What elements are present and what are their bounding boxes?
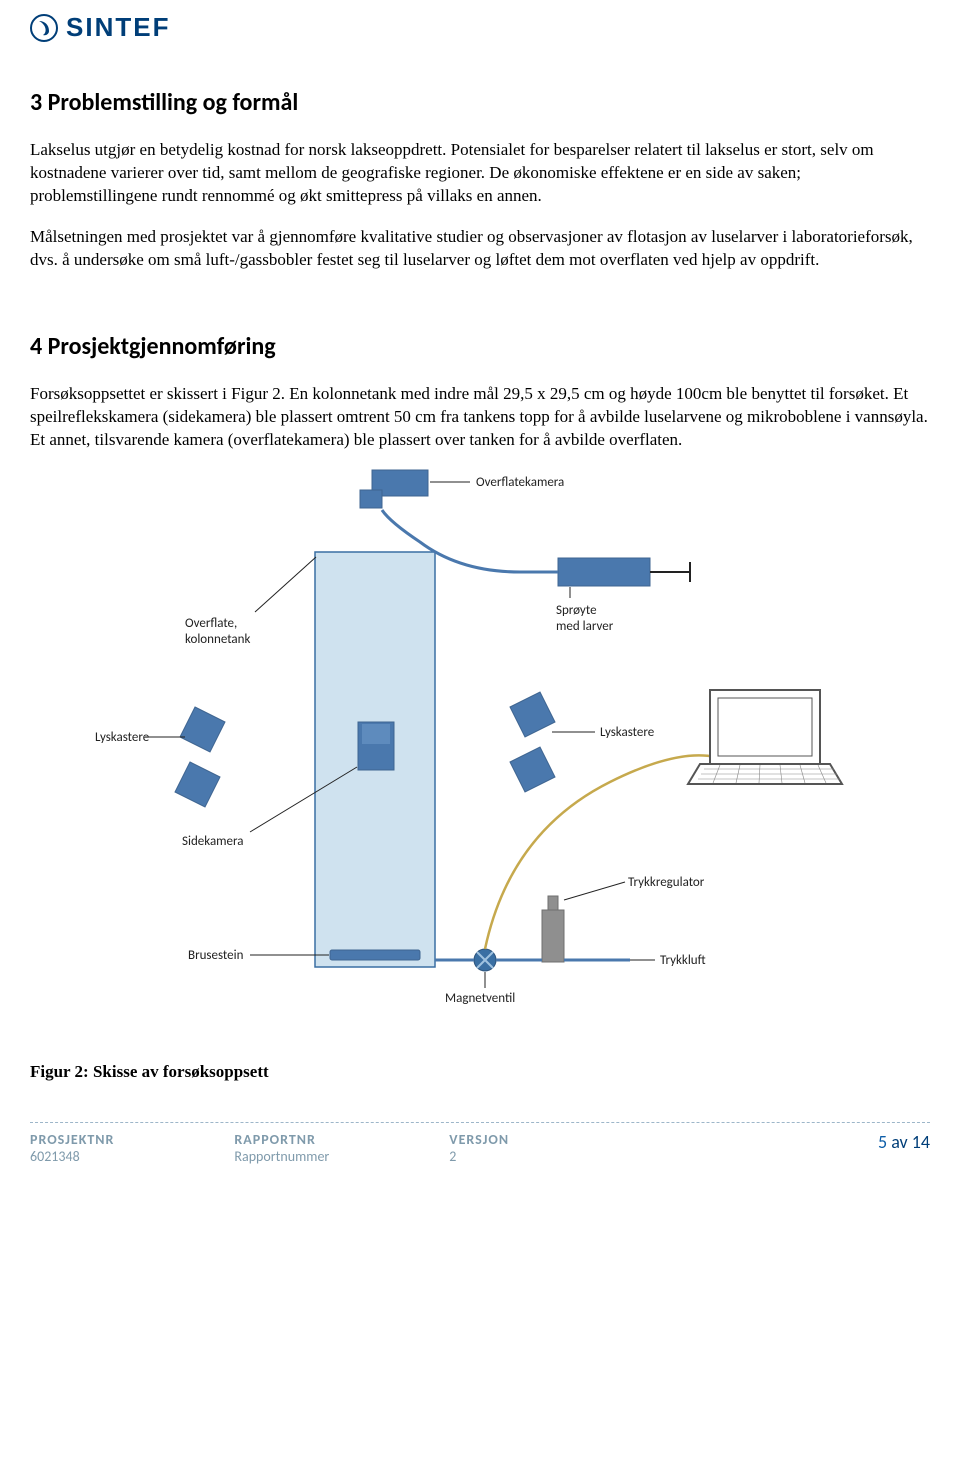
section-3-p1: Lakselus utgjør en betydelig kostnad for… [30,139,930,208]
leader-trykkregulator [564,882,625,900]
label-brusestein: Brusestein [188,948,244,963]
surface-camera-lens [360,490,382,508]
footer-project-val: 6021348 [30,1148,114,1165]
footer-pagination: 5 av 14 [878,1131,930,1165]
label-overflatekamera: Overflatekamera [476,475,564,490]
footer-report: RAPPORTNR Rapportnummer [234,1131,329,1165]
laptop-icon [688,690,842,784]
spotlight-right-2 [510,747,555,792]
footer-version: VERSJON 2 [449,1131,509,1165]
label-trykkregulator: Trykkregulator [628,875,705,890]
section-3-heading: 3 Problemstilling og formål [30,88,930,117]
label-lyskastere-left: Lyskastere [95,730,149,745]
footer-report-label: RAPPORTNR [234,1131,329,1148]
pressure-regulator-body [542,910,564,962]
leader-overflate [255,557,316,612]
section-4-heading: 4 Prosjektgjennomføring [30,332,930,361]
syringe-body [558,558,650,586]
footer-report-val: Rapportnummer [234,1148,329,1165]
figure-2-caption: Figur 2: Skisse av forsøksoppsett [30,1062,930,1082]
label-magnetventil: Magnetventil [445,991,515,1006]
spotlight-right-1 [510,692,555,737]
page-footer: PROSJEKTNR 6021348 RAPPORTNR Rapportnumm… [30,1122,930,1165]
side-camera-lens [362,724,390,744]
section-3-p2: Målsetningen med prosjektet var å gjenno… [30,226,930,272]
footer-project-label: PROSJEKTNR [30,1131,114,1148]
label-overflate-1: Overflate, [185,616,237,631]
label-sidekamera: Sidekamera [182,834,244,849]
label-sproyte-1: Sprøyte [556,603,597,618]
page-current: 5 [878,1131,887,1153]
footer-version-label: VERSJON [449,1131,509,1148]
label-trykkluft: Trykkluft [660,953,706,968]
logo-mark-icon [30,14,58,42]
brand-name: SINTEF [66,12,170,43]
figure-2-diagram: Overflatekamera Sprøyte med larver Overf… [90,462,870,1052]
label-lyskastere-right: Lyskastere [600,725,654,740]
footer-version-val: 2 [449,1148,509,1165]
spotlight-left-1 [180,707,225,752]
section-4-p1: Forsøksoppsettet er skissert i Figur 2. … [30,383,930,452]
spotlight-left-2 [175,762,220,807]
brand-logo: SINTEF [30,12,930,43]
pressure-regulator-top [548,896,558,910]
diffuser-stone [330,950,420,960]
footer-project: PROSJEKTNR 6021348 [30,1131,114,1165]
label-overflate-2: kolonnetank [185,632,250,647]
label-sproyte-2: med larver [556,619,614,634]
